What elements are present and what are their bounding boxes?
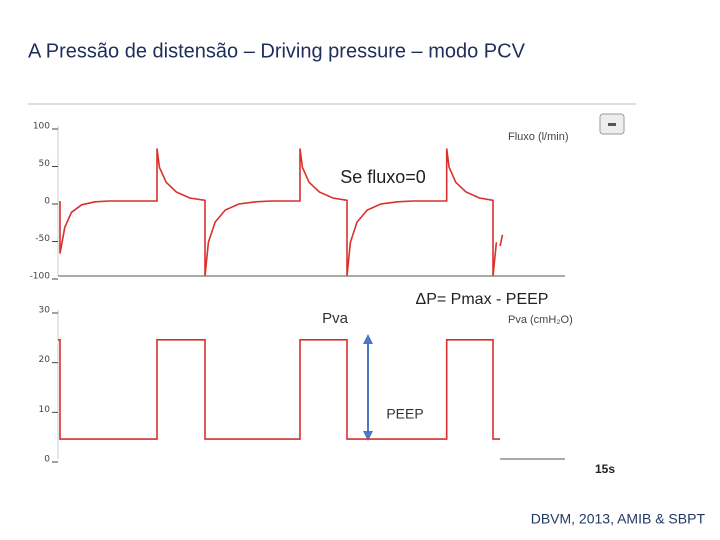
annotation: Pva [322, 310, 349, 327]
footer: DBVM, 2013, AMIB & SBPT [531, 511, 706, 527]
annotation: PEEP [386, 406, 423, 422]
y-tick-label: 30 [39, 306, 51, 316]
slide-title: A Pressão de distensão – Driving pressur… [28, 40, 526, 62]
annotation: Se fluxo=0 [340, 167, 426, 187]
y-axis-label: Pva (cmH₂O) [508, 314, 573, 326]
y-axis-label: Fluxo (l/min) [508, 131, 569, 143]
arrow-head [363, 431, 373, 441]
trace [58, 339, 501, 440]
y-tick-label: 10 [39, 405, 51, 415]
y-tick-label: 100 [33, 122, 50, 132]
trace [59, 148, 504, 277]
y-tick-label: 20 [39, 355, 51, 365]
y-tick-label: 50 [39, 159, 51, 169]
y-tick-label: 0 [44, 455, 50, 465]
x-axis-label: 15s [595, 462, 615, 476]
y-tick-label: 0 [44, 197, 50, 207]
y-tick-label: -100 [30, 272, 51, 282]
arrow-head [363, 334, 373, 344]
annotation: ΔP= Pmax - PEEP [416, 291, 549, 308]
y-tick-label: -50 [35, 234, 50, 244]
panel-button[interactable] [599, 113, 625, 135]
